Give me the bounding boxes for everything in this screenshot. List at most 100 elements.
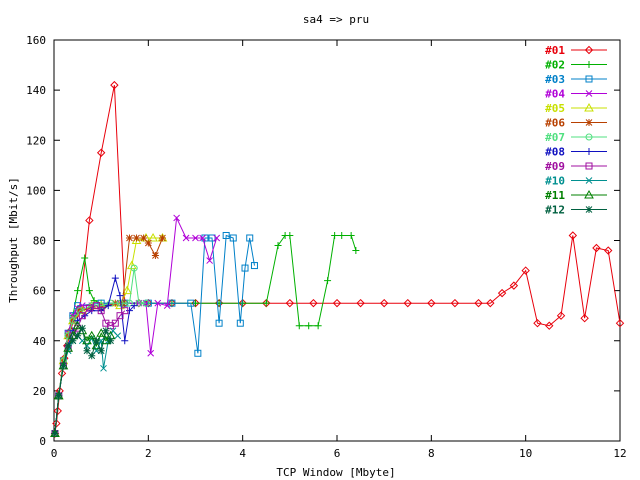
data-point	[486, 298, 495, 308]
legend-label: #11	[545, 189, 565, 202]
data-point	[122, 285, 132, 295]
data-point	[59, 362, 67, 370]
data-point	[96, 148, 106, 157]
data-point	[151, 252, 159, 260]
data-point	[116, 312, 124, 320]
x-tick-label: 2	[145, 447, 152, 460]
data-point	[133, 234, 141, 242]
data-point	[147, 349, 155, 357]
data-point	[158, 234, 166, 242]
data-point	[130, 264, 138, 272]
legend-label: #06	[545, 117, 565, 130]
y-tick-label: 160	[26, 34, 46, 47]
data-point	[568, 231, 578, 240]
legend-swatch-marker	[585, 148, 593, 155]
data-point	[604, 246, 613, 255]
data-point	[107, 337, 115, 345]
legend-swatch-marker	[584, 189, 594, 199]
data-point	[78, 324, 86, 332]
data-point	[533, 318, 542, 328]
legend-label: #02	[545, 59, 565, 72]
series-01	[50, 80, 625, 438]
y-tick-label: 20	[33, 385, 46, 398]
y-axis-label: Throughput [Mbit/s]	[7, 177, 20, 303]
legend-label: #09	[545, 160, 565, 173]
data-point	[338, 231, 346, 239]
data-point	[356, 298, 365, 308]
chart-title: sa4 => pru	[303, 13, 369, 26]
x-tick-label: 4	[239, 447, 246, 460]
data-point	[241, 264, 249, 272]
data-point	[187, 299, 195, 307]
data-point	[69, 337, 77, 345]
legend-label: #07	[545, 131, 565, 144]
legend-swatch-marker	[585, 61, 593, 68]
data-point	[52, 419, 61, 428]
legend-label: #05	[545, 102, 565, 115]
data-point	[88, 352, 96, 360]
data-point	[229, 234, 237, 242]
data-point	[55, 392, 63, 400]
data-point	[509, 281, 519, 290]
series-03	[51, 231, 258, 437]
data-point	[85, 216, 94, 225]
data-point	[379, 298, 389, 308]
legend-swatch-marker	[585, 75, 593, 83]
data-point	[173, 214, 180, 222]
data-point	[104, 302, 112, 310]
data-point	[111, 274, 119, 282]
data-point	[222, 231, 230, 239]
data-point	[144, 239, 152, 247]
x-tick-label: 12	[613, 447, 626, 460]
data-point	[78, 312, 86, 320]
series-line	[54, 235, 357, 434]
series-layer	[50, 80, 625, 438]
legend-swatch-marker	[585, 162, 593, 170]
data-point	[51, 429, 59, 437]
data-point	[309, 298, 318, 308]
legend-swatch-marker	[585, 177, 593, 184]
legend-swatch-marker	[585, 206, 593, 213]
x-tick-label: 8	[428, 447, 435, 460]
data-point	[125, 299, 133, 307]
x-tick-label: 0	[51, 447, 58, 460]
data-point	[135, 299, 143, 307]
data-point	[130, 302, 138, 310]
data-point	[83, 347, 91, 355]
data-point	[305, 322, 313, 330]
data-point	[285, 298, 295, 308]
data-point	[182, 234, 190, 242]
data-point	[102, 327, 110, 335]
data-point	[81, 254, 89, 262]
y-tick-label: 120	[26, 134, 46, 147]
data-point	[97, 307, 105, 315]
data-point	[497, 288, 507, 298]
data-point	[403, 298, 412, 308]
data-point	[140, 234, 148, 242]
data-point	[427, 298, 436, 308]
x-tick-label: 10	[519, 447, 532, 460]
data-point	[262, 299, 270, 307]
data-point	[97, 347, 105, 355]
legend-label: #01	[545, 44, 565, 57]
data-point	[121, 337, 129, 345]
data-point	[236, 319, 244, 327]
legend-label: #12	[545, 204, 565, 217]
data-point	[545, 321, 554, 330]
data-point	[154, 299, 162, 307]
legend-swatch-marker	[584, 102, 594, 112]
legend-label: #04	[545, 88, 565, 101]
legend-label: #03	[545, 73, 565, 86]
data-point	[332, 298, 342, 308]
data-point	[85, 287, 93, 295]
data-point	[148, 232, 158, 242]
y-tick-label: 100	[26, 184, 46, 197]
data-point	[215, 319, 223, 327]
data-point	[100, 364, 107, 372]
data-point	[246, 234, 254, 242]
data-point	[521, 266, 530, 275]
data-point	[199, 234, 206, 242]
data-point	[208, 234, 216, 242]
data-point	[168, 299, 176, 307]
